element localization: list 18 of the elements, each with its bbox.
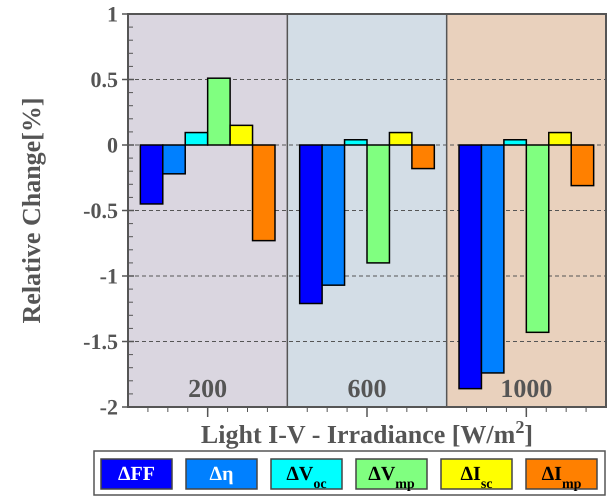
- x-tick-label: 1000: [500, 374, 552, 403]
- y-tick-label: 0: [107, 132, 118, 158]
- x-tick-label: 600: [348, 374, 386, 403]
- y-tick-label: -2: [100, 394, 118, 420]
- y-axis-title: Relative Change[%]: [17, 97, 46, 324]
- text: ΔV$_{mp}$: [368, 463, 415, 492]
- text: Δη: [210, 463, 234, 485]
- y-tick-label: -1: [100, 264, 118, 289]
- text: ΔV$_{oc}$: [286, 463, 327, 492]
- y-tick-label: 1: [107, 2, 118, 27]
- y-tick-label: -1.5: [83, 329, 118, 354]
- text: ΔFF: [118, 463, 155, 485]
- text: ΔI$_{mp}$: [542, 463, 582, 492]
- y-tick-label: -0.5: [83, 198, 118, 224]
- text: ΔI$_{sc}$: [460, 463, 492, 492]
- x-tick-label: 200: [188, 374, 228, 403]
- y-tick-label: 0.5: [90, 67, 118, 92]
- x-axis-title: Light I-V - Irradiance [W/m$^{2}$]: [200, 417, 534, 449]
